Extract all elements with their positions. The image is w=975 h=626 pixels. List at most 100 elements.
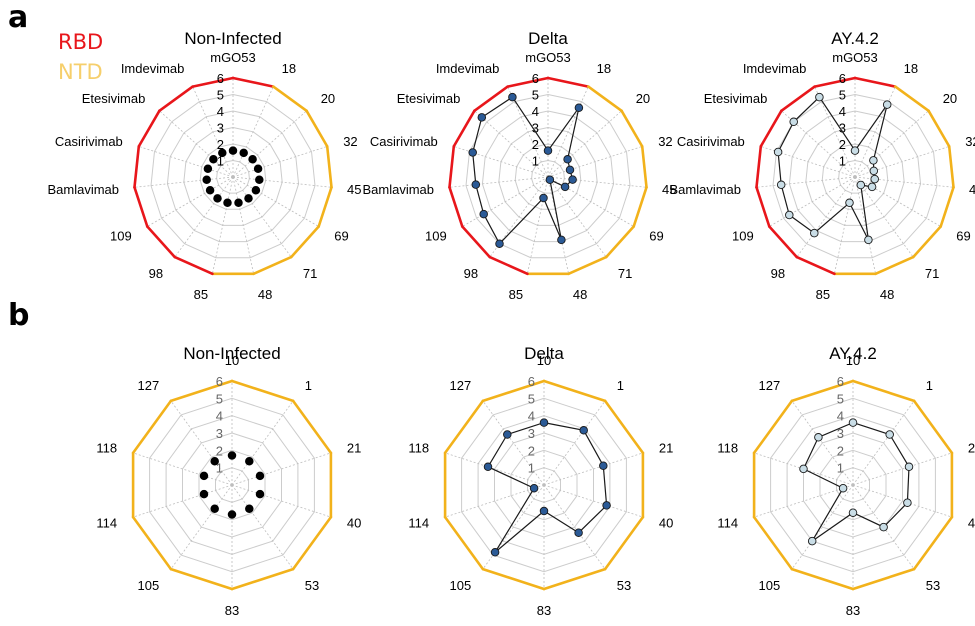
panel-a-ay-4-2-point-20 [869, 156, 878, 165]
panel-a-ay-4-2-axis-label-69: 69 [956, 229, 970, 244]
panel-a-ay-4-2-axis-label-casirivimab: Casirivimab [677, 134, 745, 149]
panel-a-delta-grid-ring-5 [465, 93, 631, 259]
panel-b-delta-point-114 [529, 483, 539, 493]
panel-a-ay-4-2-point-imdevimab [815, 92, 824, 102]
panel-a-delta-axis-label-109: 109 [425, 229, 447, 244]
panel-b-non-infected-point-21 [255, 471, 265, 481]
panel-a-non-infected-rtick-6: 6 [217, 71, 224, 86]
panel-a-delta-edge-6 [567, 255, 608, 276]
panel-a-non-infected-point-48 [234, 198, 243, 208]
panel-a-delta-rtick-5: 5 [532, 88, 539, 103]
panel-b-delta-axis-label-118: 118 [408, 441, 429, 456]
panel-a-delta-title: Delta [528, 29, 568, 48]
panel-a-ay-4-2-rtick-6: 6 [839, 71, 846, 86]
panel-a-non-infected-edge-4 [317, 186, 333, 228]
panel-b-ay-4-2-spoke-6 [791, 484, 854, 570]
panel-b-ay-4-2-point-127 [814, 433, 823, 442]
panel-a-ay-4-2-rtick-1: 1 [839, 154, 846, 169]
panel-a-delta-rtick-4: 4 [532, 104, 539, 119]
panel-a-non-infected-point-bamlavimab [202, 175, 211, 185]
panel-a-delta-edge-14 [506, 76, 550, 88]
panel-b-delta-point-21 [599, 461, 608, 470]
panel-a-non-infected-edge-9 [146, 225, 177, 259]
panel-a-non-infected-point-69 [251, 185, 261, 195]
panel-a-delta-spoke-13 [474, 110, 549, 178]
panel-a-non-infected-edge-1 [271, 85, 308, 113]
panel-a-delta-rtick-3: 3 [532, 121, 539, 136]
panel-a-ay-4-2-axis-label-48: 48 [880, 287, 894, 302]
panel-b-non-infected-spoke-7 [132, 484, 233, 518]
panel-b-non-infected-point-10 [227, 451, 237, 460]
panel-b-non-infected-rtick-3: 3 [216, 426, 223, 441]
panel-b-non-infected-axis-label-1: 1 [305, 378, 312, 393]
panel-b-ay-4-2-axis-label-21: 21 [968, 441, 975, 456]
panel-a-ay-4-2-spoke-9 [796, 176, 856, 258]
panel-a-ay-4-2-grid-ring-5 [772, 93, 938, 259]
panel-a-non-infected-axis-label-20: 20 [321, 91, 335, 106]
panel-a-non-infected-axis-label-bamlavimab: Bamlavimab [47, 182, 119, 197]
panel-b-non-infected-point-127 [210, 456, 219, 466]
panel-a-delta-grid-ring-1 [531, 159, 565, 194]
panel-a-non-infected-grid-ring-5 [150, 93, 316, 259]
panel-a-ay-4-2-edge-14 [813, 76, 857, 88]
panel-b-non-infected-edge-1 [291, 399, 333, 455]
panel-a-non-infected-axis-label-mgo53: mGO53 [210, 50, 256, 65]
panel-b-ay-4-2-edge-3 [912, 515, 954, 571]
panel-b-delta-rtick-4: 4 [528, 409, 535, 424]
panel-b-non-infected-rtick-2: 2 [216, 443, 223, 458]
panel-b-delta-spoke-9 [482, 400, 545, 486]
panel-b-delta-point-10 [539, 418, 549, 427]
panel-a-delta-axis-label-etesivimab: Etesivimab [397, 91, 461, 106]
panel-b-ay-4-2-edge-5 [790, 567, 855, 591]
panel-b-non-infected-axis-label-105: 105 [137, 578, 159, 593]
panel-a-non-infected-edge-8 [173, 255, 214, 276]
panel-b-non-infected-edge-6 [131, 515, 173, 571]
panel-b-non-infected-spoke-1 [231, 400, 294, 486]
panel-b-ay-4-2-grid-ring-2 [819, 449, 887, 521]
panel-b-non-infected-spoke-8 [132, 452, 233, 486]
panel-a-delta-point-imdevimab [508, 92, 517, 102]
panel-b-delta-point-1 [579, 426, 588, 435]
panel-a-non-infected-point-20 [248, 155, 257, 164]
panel-a-ay-4-2-spoke-3 [854, 146, 950, 178]
panel-b-ay-4-2-spoke-9 [791, 400, 854, 486]
panel-b-delta-grid-ring-5 [461, 397, 627, 573]
panel-a-delta-point-69 [560, 182, 570, 192]
panel-a-ay-4-2-rtick-5: 5 [839, 88, 846, 103]
panel-b-non-infected-point-105 [210, 504, 219, 514]
panel-a-ay-4-2-rtick-3: 3 [839, 121, 846, 136]
panel-b-non-infected-axis-label-40: 40 [347, 515, 361, 530]
panel-b-delta-edge-1 [603, 399, 645, 455]
panel-a-delta-axis-label-69: 69 [649, 229, 663, 244]
panel-a-non-infected-spoke-4 [232, 176, 332, 188]
panel-b-non-infected-edge-0 [230, 379, 295, 403]
panel-a-ay-4-2-edge-3 [947, 145, 955, 189]
panel-b-ay-4-2-axis-label-105: 105 [758, 578, 780, 593]
panel-a-ay-4-2-title: AY.4.2 [831, 29, 879, 48]
panel-b-ay-4-2-rtick-6: 6 [837, 374, 844, 389]
panel-b-non-infected-axis-label-53: 53 [305, 578, 319, 593]
panel-a-delta-edge-1 [586, 85, 623, 113]
panel-a-ay-4-2-edge-13 [780, 85, 817, 113]
panel-b-delta-rtick-3: 3 [528, 426, 535, 441]
panel-a-ay-4-2-point-98 [810, 228, 819, 238]
panel-a-ay-4-2-rtick-4: 4 [839, 104, 846, 119]
panel-b-delta-title: Delta [524, 344, 564, 363]
panel-a-delta-point-mgo53 [543, 146, 553, 155]
panel-a-non-infected-point-45 [255, 175, 264, 185]
panel-b-non-infected-point-1 [245, 456, 254, 466]
panel-a-delta-spoke-3 [547, 146, 643, 178]
panel-b-ay-4-2-axis-label-53: 53 [926, 578, 940, 593]
panel-b-ay-4-2-point-40 [903, 498, 912, 507]
panel-b-ay-4-2-rtick-5: 5 [837, 391, 844, 406]
panel-a-non-infected-title: Non-Infected [184, 29, 281, 48]
panel-b-non-infected-axis-label-118: 118 [96, 441, 117, 456]
panel-b-delta-axis-label-21: 21 [659, 441, 673, 456]
panel-b-non-infected-rtick-1: 1 [216, 461, 223, 476]
panel-a-delta-spoke-8 [527, 176, 549, 274]
panel-a-ay-4-2-edge-0 [853, 76, 897, 88]
panel-a-ay-4-2-spoke-1 [854, 86, 896, 178]
panel-a-non-infected-spoke-1 [232, 86, 274, 178]
panel-a-non-infected-point-109 [205, 185, 215, 195]
panel-a-ay-4-2-series-line [777, 96, 888, 241]
